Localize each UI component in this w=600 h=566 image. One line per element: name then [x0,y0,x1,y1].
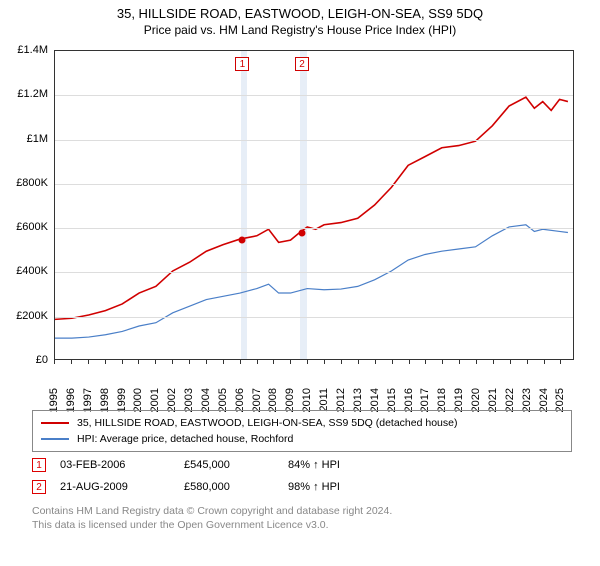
gridline [55,184,573,185]
gridline [55,272,573,273]
x-tick-mark [307,359,308,364]
series-hpi [55,225,568,338]
x-tick-mark [324,359,325,364]
sales-table: 1 03-FEB-2006 £545,000 84% ↑ HPI 2 21-AUG-200… [32,454,572,498]
y-tick-label: £800K [16,177,48,189]
chart-container: 35, HILLSIDE ROAD, EASTWOOD, LEIGH-ON-SE… [0,6,600,566]
legend-label: HPI: Average price, detached house, Roch… [77,433,293,445]
x-tick-mark [290,359,291,364]
series-price_paid [55,97,568,319]
x-tick-mark [375,359,376,364]
x-tick-mark [510,359,511,364]
sale-dot [239,237,246,244]
legend-swatch [41,438,69,440]
sale-date: 03-FEB-2006 [60,459,170,471]
legend: 35, HILLSIDE ROAD, EASTWOOD, LEIGH-ON-SE… [32,410,572,452]
plot-svg [55,51,573,359]
sale-marker: 1 [235,57,249,71]
chart-title: 35, HILLSIDE ROAD, EASTWOOD, LEIGH-ON-SE… [0,6,600,21]
legend-swatch [41,422,69,424]
sale-marker: 2 [295,57,309,71]
footer-line1: Contains HM Land Registry data © Crown c… [32,504,572,518]
sale-hpi: 98% ↑ HPI [288,481,388,493]
x-tick-mark [138,359,139,364]
legend-item: 35, HILLSIDE ROAD, EASTWOOD, LEIGH-ON-SE… [41,415,563,431]
x-tick-mark [560,359,561,364]
legend-item: HPI: Average price, detached house, Roch… [41,431,563,447]
sale-dot [299,229,306,236]
x-tick-mark [172,359,173,364]
x-tick-mark [544,359,545,364]
x-tick-mark [155,359,156,364]
x-tick-mark [88,359,89,364]
x-tick-mark [189,359,190,364]
y-tick-label: £400K [16,265,48,277]
gridline [55,228,573,229]
sale-row: 1 03-FEB-2006 £545,000 84% ↑ HPI [32,454,572,476]
x-tick-mark [442,359,443,364]
x-tick-mark [527,359,528,364]
y-tick-label: £200K [16,310,48,322]
sale-price: £580,000 [184,481,274,493]
y-tick-label: £1.4M [17,44,48,56]
plot-area: 12 [54,50,574,360]
x-tick-mark [105,359,106,364]
sale-hpi: 84% ↑ HPI [288,459,388,471]
x-tick-mark [54,359,55,364]
x-tick-mark [223,359,224,364]
y-tick-label: £1M [27,133,48,145]
x-tick-mark [493,359,494,364]
x-tick-mark [392,359,393,364]
x-tick-mark [476,359,477,364]
y-axis: £0£200K£400K£600K£800K£1M£1.2M£1.4M [0,50,54,360]
x-tick-mark [206,359,207,364]
x-tick-mark [358,359,359,364]
y-tick-label: £1.2M [17,88,48,100]
x-axis: 1995199619971998199920002001200220032004… [54,360,574,410]
gridline [55,95,573,96]
x-tick-mark [122,359,123,364]
x-tick-mark [273,359,274,364]
footer-line2: This data is licensed under the Open Gov… [32,518,572,532]
x-tick-mark [71,359,72,364]
sale-date: 21-AUG-2009 [60,481,170,493]
x-tick-mark [257,359,258,364]
gridline [55,317,573,318]
x-tick-mark [459,359,460,364]
x-tick-mark [341,359,342,364]
y-tick-label: £0 [36,354,48,366]
sale-row-marker: 2 [32,480,46,494]
legend-label: 35, HILLSIDE ROAD, EASTWOOD, LEIGH-ON-SE… [77,417,457,429]
gridline [55,140,573,141]
footer: Contains HM Land Registry data © Crown c… [32,504,572,532]
sale-row: 2 21-AUG-2009 £580,000 98% ↑ HPI [32,476,572,498]
sale-price: £545,000 [184,459,274,471]
x-tick-mark [240,359,241,364]
x-tick-mark [409,359,410,364]
chart-subtitle: Price paid vs. HM Land Registry's House … [0,23,600,37]
x-tick-mark [425,359,426,364]
y-tick-label: £600K [16,221,48,233]
sale-row-marker: 1 [32,458,46,472]
